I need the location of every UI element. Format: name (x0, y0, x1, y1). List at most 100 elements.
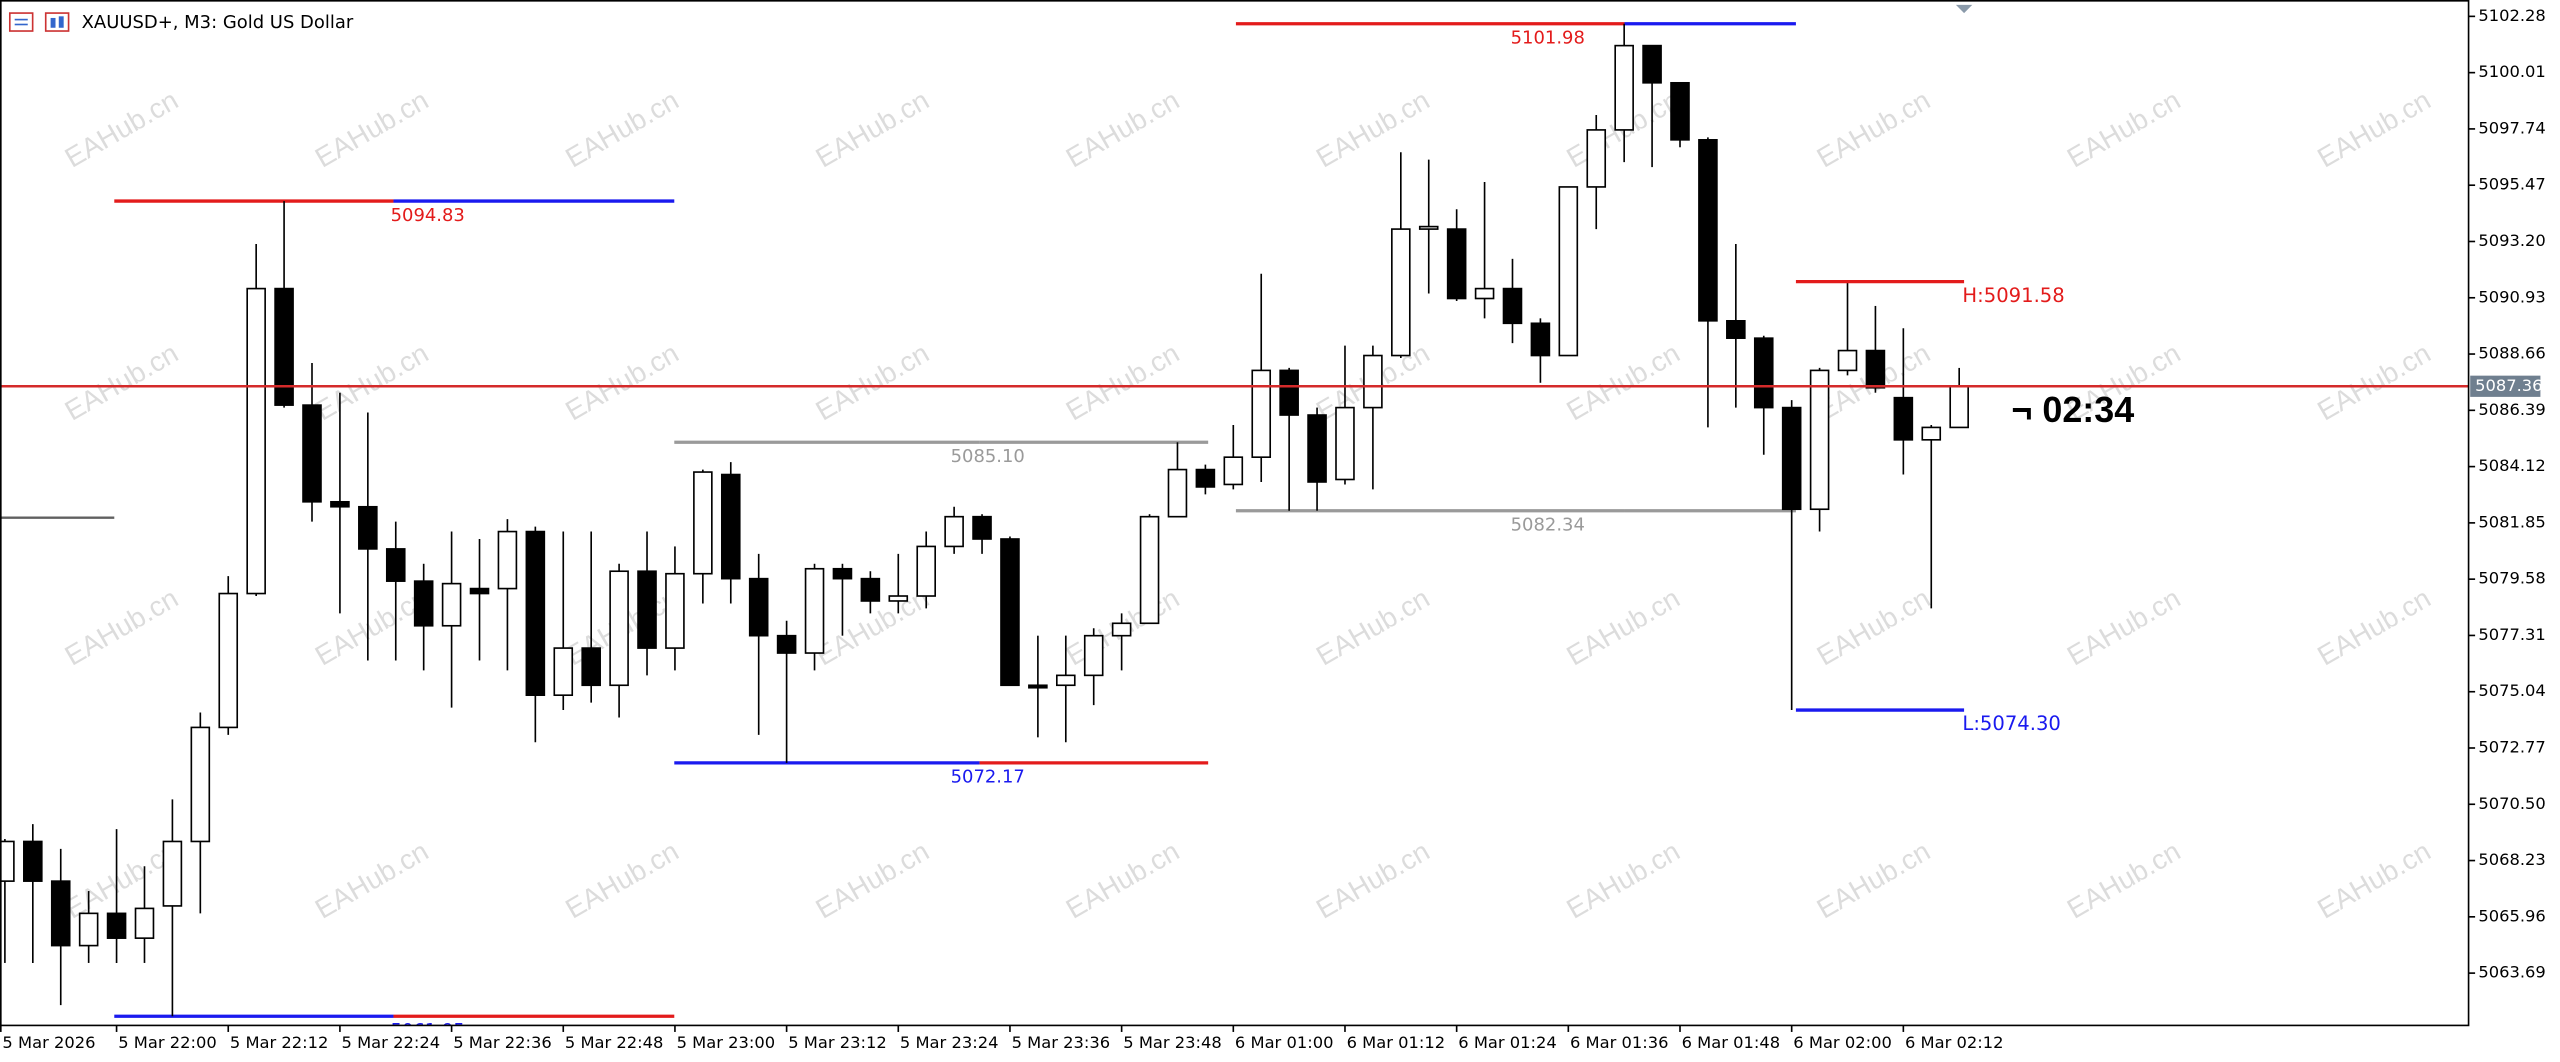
title-bar: XAUUSD+, M3: Gold US Dollar (8, 12, 354, 33)
x-tick-label: 6 Mar 01:00 (1235, 1033, 1334, 1052)
candle-body (274, 287, 294, 406)
x-tick-label: 5 Mar 23:48 (1123, 1033, 1222, 1052)
candle-body (190, 726, 211, 843)
candle-body (330, 500, 350, 508)
candle-body (1753, 337, 1774, 409)
session-low-label: 5082.34 (1511, 514, 1585, 535)
candle-body (1893, 396, 1914, 441)
session-high-label: 5085.10 (951, 446, 1025, 467)
y-tick-label: 5102.28 (2478, 6, 2545, 25)
y-tick-label: 5072.77 (2478, 737, 2545, 756)
candle-body (944, 515, 964, 548)
x-tick-label: 6 Mar 01:12 (1347, 1033, 1446, 1052)
x-tick-label: 5 Mar 2026 (2, 1033, 95, 1052)
candle-body (385, 548, 406, 582)
x-tick-label: 5 Mar 22:24 (342, 1033, 441, 1052)
candle-body (1028, 684, 1048, 689)
candle-body (497, 530, 518, 590)
icon (44, 12, 70, 32)
plot-area: 5094.83 5061.95 5085.10 5072.17 5101.98 5082.… (0, 22, 2469, 1025)
candle-body (1698, 139, 1718, 322)
y-tick-label: 5086.39 (2478, 400, 2545, 419)
x-tick-label: 5 Mar 22:36 (453, 1033, 552, 1052)
candle-body (804, 567, 825, 654)
candle-body (972, 515, 992, 540)
candle-body (1558, 186, 1579, 357)
range-low-label: L:5074.30 (1962, 712, 2060, 735)
current-price-box (2470, 375, 2541, 397)
candle-body (1055, 674, 1076, 687)
axes: 5102.28 5100.01 5097.74 5095.47 5093.20 5090.… (0, 6, 2546, 1052)
icon (8, 12, 34, 32)
candle-body (106, 912, 127, 939)
candle-body (23, 840, 43, 882)
candle-body (218, 592, 239, 729)
candle-body (1865, 349, 1886, 389)
candle-body (1363, 354, 1383, 409)
y-tick-label: 5097.74 (2478, 118, 2545, 137)
candle-body (1502, 287, 1523, 325)
candle-body (665, 572, 685, 649)
candle-body (1418, 225, 1439, 230)
candle-body (1726, 320, 1746, 339)
candle-body (1837, 349, 1858, 372)
candle-body (1670, 81, 1690, 141)
session-high-label: 5094.83 (391, 205, 465, 226)
x-tick-label: 6 Mar 02:12 (1905, 1033, 2004, 1052)
x-tick-label: 5 Mar 23:12 (788, 1033, 887, 1052)
candle-body (1642, 44, 1662, 84)
candle-body (1586, 129, 1607, 188)
y-tick-label: 5100.01 (2478, 62, 2545, 81)
candle-body (1474, 287, 1495, 300)
candle-body (776, 634, 797, 654)
current-price-label: 5087.36 (2475, 376, 2542, 395)
candle-body (302, 404, 322, 503)
y-tick-label: 5075.04 (2478, 681, 2545, 700)
candle-body (1307, 414, 1327, 483)
y-tick-label: 5095.47 (2478, 175, 2545, 194)
candle-body (246, 287, 266, 595)
candle-body (1446, 228, 1467, 300)
y-tick-label: 5084.12 (2478, 456, 2545, 475)
candle-body (1530, 322, 1551, 357)
candle-body (0, 840, 15, 882)
x-tick-label: 6 Mar 01:24 (1458, 1033, 1557, 1052)
range-high-label: H:5091.58 (1962, 284, 2064, 307)
x-tick-label: 5 Mar 23:24 (900, 1033, 999, 1052)
candle-body (916, 545, 936, 597)
candle-body (832, 567, 853, 580)
x-tick-label: 5 Mar 22:12 (230, 1033, 329, 1052)
y-tick-label: 5079.58 (2478, 569, 2545, 588)
candle-body (358, 505, 378, 550)
candle-body (1167, 468, 1188, 518)
y-tick-label: 5063.69 (2478, 963, 2545, 982)
candle-body (1000, 538, 1020, 687)
candle-body (441, 582, 462, 627)
y-tick-label: 5081.85 (2478, 512, 2545, 531)
candle-body (1781, 406, 1802, 511)
candle-body (50, 880, 71, 947)
candle-body (748, 577, 769, 637)
candle-body (1195, 468, 1216, 488)
shift-marker (1955, 4, 1973, 14)
candle-body (1223, 456, 1244, 486)
y-tick-label: 5077.31 (2478, 625, 2545, 644)
candle-body (1949, 385, 1969, 429)
y-tick-label: 5065.96 (2478, 906, 2545, 925)
y-tick-label: 5090.93 (2478, 287, 2545, 306)
candle-body (888, 595, 909, 602)
x-tick-label: 5 Mar 23:36 (1012, 1033, 1111, 1052)
candle-body (525, 530, 546, 697)
candle-body (553, 647, 574, 697)
candle-body (1139, 515, 1160, 625)
session-low-label: 5072.17 (951, 767, 1025, 788)
x-tick-label: 5 Mar 23:00 (677, 1033, 776, 1052)
candle-body (1614, 44, 1634, 131)
candle-body (637, 570, 657, 649)
icon (58, 16, 64, 28)
candle-body (413, 580, 434, 627)
countdown: ¬ 02:34 (2011, 389, 2134, 430)
candle-body (469, 587, 490, 595)
x-tick-label: 6 Mar 01:36 (1570, 1033, 1669, 1052)
